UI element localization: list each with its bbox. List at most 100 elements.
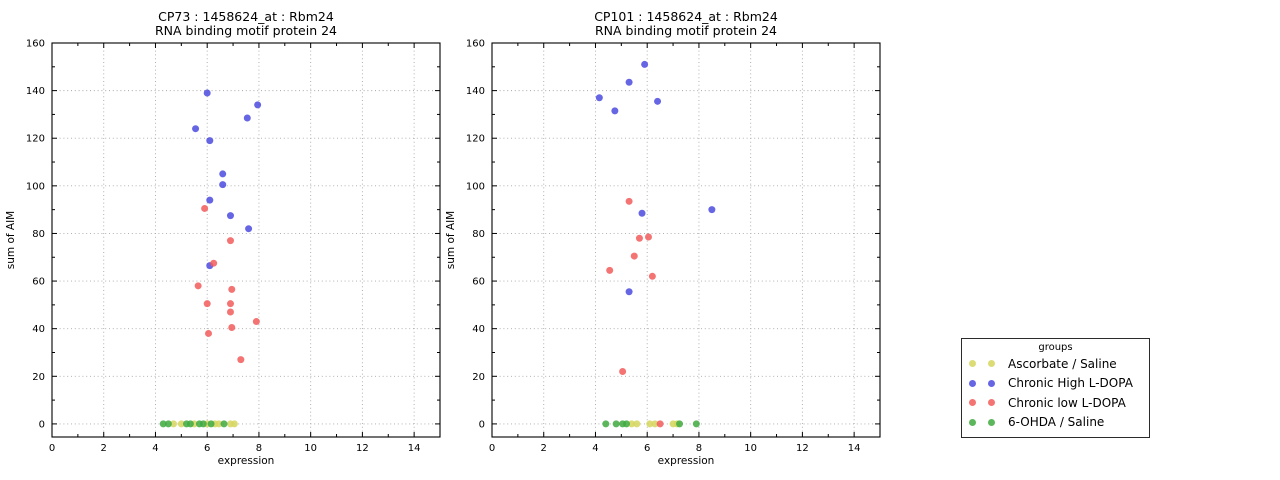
legend-marker-icon — [969, 379, 976, 387]
y-tick-label: 0 — [479, 419, 485, 430]
x-tick-label: 0 — [49, 443, 55, 454]
y-axis-label: sum of AIM — [445, 211, 457, 270]
data-point — [254, 101, 262, 109]
data-point — [219, 170, 227, 178]
x-tick-label: 0 — [489, 443, 495, 454]
y-tick-label: 40 — [472, 324, 485, 335]
data-point — [228, 285, 236, 293]
chart-title: CP101 : 1458624_at : Rbm24 — [594, 9, 778, 24]
legend-marker-icon — [988, 399, 995, 407]
y-tick-label: 100 — [26, 181, 45, 192]
x-axis-label: expression — [658, 455, 715, 467]
legend-item-chronic-high-ldopa: Chronic High L-DOPA — [962, 374, 1149, 394]
legend-item-label: Ascorbate / Saline — [1008, 356, 1117, 371]
legend-marker-icon — [969, 399, 976, 407]
data-point — [237, 356, 245, 364]
x-tick-label: 2 — [101, 443, 107, 454]
data-point — [159, 420, 167, 428]
y-tick-label: 80 — [472, 229, 485, 240]
legend-marker-icon — [988, 418, 995, 426]
x-tick-label: 14 — [848, 443, 861, 454]
data-point — [602, 420, 610, 428]
y-axis-label: sum of AIM — [5, 211, 17, 270]
legend-marker-icon — [988, 360, 995, 368]
data-point — [199, 420, 207, 428]
y-tick-label: 20 — [472, 372, 485, 383]
data-point — [692, 420, 700, 428]
x-axis-label: expression — [218, 455, 275, 467]
x-tick-label: 10 — [304, 443, 317, 454]
y-tick-label: 80 — [32, 229, 45, 240]
series-chronic-low-l-dopa — [194, 204, 260, 364]
data-point — [628, 420, 636, 428]
data-point — [194, 282, 202, 290]
x-tick-label: 10 — [744, 443, 757, 454]
data-point — [611, 107, 619, 115]
data-point — [230, 420, 238, 428]
axes-frame — [491, 42, 881, 438]
x-tick-label: 4 — [592, 443, 598, 454]
legend-marker-icon — [969, 418, 976, 426]
data-point — [177, 420, 185, 428]
y-tick-label: 40 — [32, 324, 45, 335]
data-point — [630, 252, 638, 260]
data-point — [215, 420, 223, 428]
data-point — [228, 323, 236, 331]
data-point — [252, 318, 260, 326]
data-point — [644, 233, 652, 241]
x-tick-label: 2 — [541, 443, 547, 454]
data-point — [619, 368, 627, 376]
data-point — [201, 204, 209, 212]
legend-title: groups — [1038, 342, 1073, 353]
legend-item-6ohda-saline: 6-OHDA / Saline — [962, 413, 1149, 433]
data-point — [203, 300, 211, 308]
data-point — [606, 266, 614, 274]
data-point — [635, 234, 643, 242]
data-point — [708, 206, 716, 214]
data-point — [676, 420, 684, 428]
data-point — [633, 420, 641, 428]
data-point — [623, 420, 631, 428]
series-6-ohda-saline — [602, 420, 700, 428]
data-point — [192, 125, 200, 133]
data-point — [245, 225, 253, 233]
series-chronic-low-l-dopa — [606, 197, 664, 428]
data-point — [651, 420, 659, 428]
data-point — [219, 181, 227, 189]
y-tick-label: 100 — [466, 181, 485, 192]
y-tick-label: 0 — [39, 419, 45, 430]
legend-marker-icon — [988, 379, 995, 387]
data-point — [646, 420, 654, 428]
data-point — [648, 272, 656, 280]
data-point — [204, 329, 212, 337]
data-point — [625, 78, 633, 86]
series-chronic-high-l-dopa — [192, 89, 262, 270]
y-tick-label: 60 — [472, 277, 485, 288]
series-ascorbate-saline — [628, 420, 681, 428]
y-tick-label: 160 — [26, 39, 45, 50]
data-point — [206, 196, 214, 204]
axes-frame — [51, 42, 441, 438]
legend-item-label: Chronic low L-DOPA — [1008, 395, 1126, 410]
data-point — [243, 114, 251, 122]
data-point — [638, 209, 646, 217]
x-tick-label: 8 — [256, 443, 262, 454]
data-point — [220, 420, 228, 428]
series-chronic-high-l-dopa — [595, 60, 716, 296]
legend-item-label: Chronic High L-DOPA — [1008, 376, 1133, 391]
data-point — [641, 60, 649, 68]
legend-item-chronic-low-ldopa: Chronic low L-DOPA — [962, 393, 1149, 413]
legend-groups: groups Ascorbate / Saline Chronic High L… — [961, 338, 1150, 438]
data-point — [226, 300, 234, 308]
data-point — [206, 137, 214, 145]
data-point — [625, 288, 633, 296]
legend-item-label: 6-OHDA / Saline — [1008, 415, 1105, 430]
x-tick-label: 6 — [204, 443, 210, 454]
data-point — [164, 420, 172, 428]
y-tick-label: 160 — [466, 39, 485, 50]
series-6-ohda-saline — [159, 420, 228, 428]
data-point — [226, 212, 234, 220]
